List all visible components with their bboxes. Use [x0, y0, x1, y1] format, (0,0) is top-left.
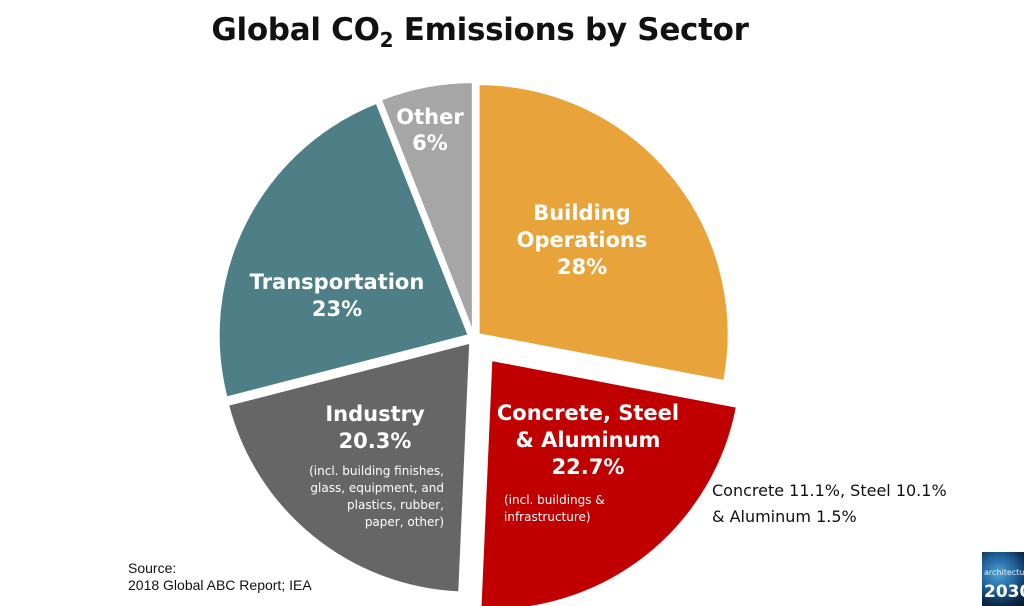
logo-number: 2030 [984, 582, 1024, 602]
source-text: 2018 Global ABC Report; IEA [128, 577, 312, 593]
pie-slice-concrete-steel-aluminum [479, 358, 739, 606]
slice-label-transportation: Transportation 23% [250, 270, 425, 321]
source-heading: Source: [128, 560, 177, 576]
logo-text: architecture [984, 568, 1024, 577]
breakdown-line-1: Concrete 11.1%, Steel 10.1% [712, 481, 947, 500]
pie-labels: Building Operations 28% Concrete, Steel & Al… [250, 105, 679, 529]
pie-slice-transportation [217, 101, 471, 399]
architecture-2030-logo: architecture 2030 [982, 552, 1024, 606]
slice-note-concrete-steel-aluminum: (incl. buildings & infrastructure) [504, 493, 605, 524]
pie-slice-building-operations [477, 83, 730, 383]
pie-slice-industry [226, 341, 472, 594]
slice-label-other: Other 6% [396, 105, 464, 155]
source-citation: Source: 2018 Global ABC Report; IEA [128, 560, 312, 594]
slice-label-building-operations: Building Operations 28% [517, 201, 648, 279]
pie-slice-other [379, 81, 474, 333]
slice-label-industry: Industry 20.3% [325, 402, 425, 453]
slice-label-concrete-steel-aluminum: Concrete, Steel & Aluminum 22.7% [497, 401, 679, 479]
pie-slices [217, 81, 739, 606]
slice-note-industry: (incl. building finishes, glass, equipmen… [309, 464, 444, 529]
materials-breakdown-note: Concrete 11.1%, Steel 10.1% & Aluminum 1… [712, 478, 947, 530]
breakdown-line-2: & Aluminum 1.5% [712, 507, 857, 526]
chart-title: Global CO2 Emissions by Sector [211, 12, 749, 52]
